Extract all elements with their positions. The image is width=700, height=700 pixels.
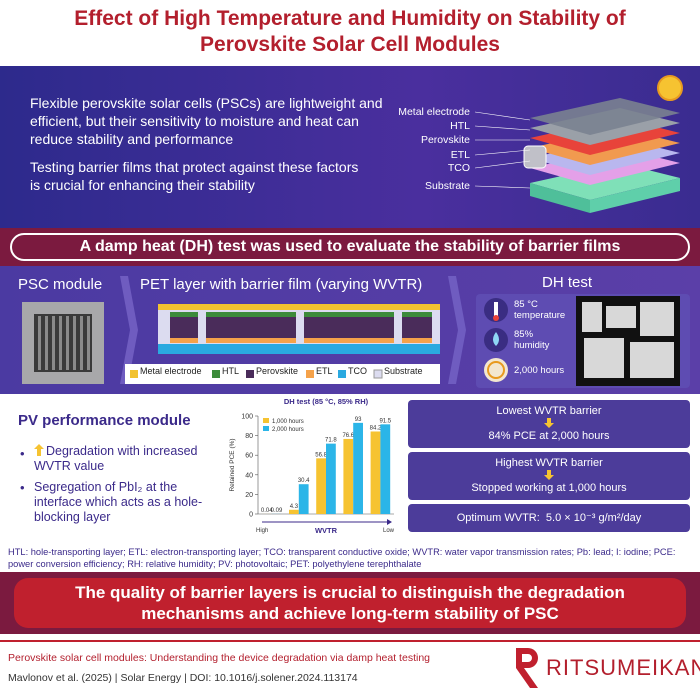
legend-label: 2,000 hours <box>272 427 304 433</box>
logo-text: RITSUMEIKAN <box>546 655 700 680</box>
layer-label: Perovskite <box>420 134 470 146</box>
setup-illustration <box>22 276 690 388</box>
bullet: • <box>20 480 25 495</box>
data-label: 84.2 <box>370 425 382 431</box>
down-arrow-icon <box>544 470 554 480</box>
layer-label: Metal electrode <box>398 106 470 118</box>
pet-legend-item: TCO <box>348 366 367 376</box>
legend-label: 1,000 hours <box>272 419 304 425</box>
pet-title: PET layer with barrier film (varying WVT… <box>140 276 423 293</box>
layer-label: Substrate <box>425 180 470 192</box>
bar <box>343 438 354 514</box>
intro-paragraph: Flexible perovskite solar cells (PSCs) a… <box>30 95 383 147</box>
logo-mark <box>516 648 538 688</box>
x-axis-label: WVTR <box>315 526 338 535</box>
bullet-text: Segregation of PbI₂ at the interface whi… <box>34 480 203 524</box>
layer-label: HTL <box>450 120 470 132</box>
pet-legend-item: Perovskite <box>256 366 299 376</box>
bar <box>298 484 309 514</box>
chart: DH test (85 °C, 85% RH) Retained PCE (%) 0… <box>229 397 395 535</box>
conclusion: The quality of barrier layers is crucial… <box>14 578 686 628</box>
finding-result: Stopped working at 1,000 hours <box>471 482 627 494</box>
data-label: 0.09 <box>271 508 283 514</box>
down-arrow-icon <box>544 418 554 428</box>
y-axis-label: Retained PCE (%) <box>229 438 236 491</box>
layer-label: ETL <box>450 149 470 161</box>
data-label: 71.8 <box>325 438 337 444</box>
y-tick-label: 60 <box>245 453 253 460</box>
data-label: 30.4 <box>298 478 310 484</box>
bullet-text: Degradation with increased WVTR value <box>34 444 198 473</box>
footer-title: Perovskite solar cell modules: Understan… <box>8 652 430 664</box>
up-arrow-icon <box>34 444 44 456</box>
intro-paragraph: Testing barrier films that protect again… <box>30 159 359 193</box>
abbreviations: HTL: hole-transporting layer; ETL: elect… <box>8 547 676 569</box>
citation: Mavlonov et al. (2025) | Solar Energy | … <box>8 672 358 684</box>
y-tick-label: 80 <box>245 433 253 440</box>
finding-heading: Highest WVTR barrier <box>495 457 603 469</box>
banner: A damp heat (DH) test was used to evalua… <box>10 233 690 261</box>
optimum: Optimum WVTR: 5.0 × 10⁻³ g/m²/day <box>456 512 642 524</box>
dh-condition: 85% humidity <box>514 329 550 351</box>
bar <box>380 424 391 514</box>
y-tick-label: 100 <box>241 414 253 421</box>
legend-swatch <box>263 418 269 423</box>
data-label: 0.04 <box>261 508 273 514</box>
bar <box>326 443 336 514</box>
wvtr-arrowhead <box>387 519 392 525</box>
footer-rule <box>0 640 700 642</box>
chart-title: DH test (85 °C, 85% RH) <box>284 397 369 406</box>
pet-legend-item: ETL <box>316 366 333 376</box>
bullet: • <box>20 446 25 461</box>
data-label: 56.8 <box>315 452 327 458</box>
bar <box>353 422 363 514</box>
bar <box>370 431 381 514</box>
data-label: 4.3 <box>290 504 299 510</box>
dh-title: DH test <box>542 274 593 291</box>
module-title: PSC module <box>18 276 103 293</box>
layer-stack-illustration <box>474 75 683 213</box>
y-tick-label: 40 <box>245 472 253 479</box>
pet-legend-item: Metal electrode <box>140 366 202 376</box>
bar <box>289 509 299 514</box>
pet-legend-item: HTL <box>222 366 240 376</box>
dh-condition: 85 °C temperature <box>514 299 566 321</box>
dh-condition: 2,000 hours <box>514 365 565 376</box>
layer-label: TCO <box>447 162 470 174</box>
pet-legend-item: Substrate <box>384 366 423 376</box>
optimum-box <box>408 504 690 532</box>
finding-result: 84% PCE at 2,000 hours <box>488 430 610 442</box>
data-label: 76.6 <box>342 433 354 439</box>
data-label: 93 <box>355 417 362 423</box>
data-label: 91.5 <box>379 418 391 424</box>
title: Effect of High Temperature and Humidity … <box>74 7 626 56</box>
y-tick-label: 0 <box>249 512 253 519</box>
legend-swatch <box>263 426 269 431</box>
x-start-label: High <box>256 528 268 534</box>
y-tick-label: 20 <box>245 492 253 499</box>
finding-heading: Lowest WVTR barrier <box>496 405 602 417</box>
performance-title: PV performance module <box>18 412 191 429</box>
x-end-label: Low <box>383 528 395 534</box>
bar <box>316 458 326 514</box>
